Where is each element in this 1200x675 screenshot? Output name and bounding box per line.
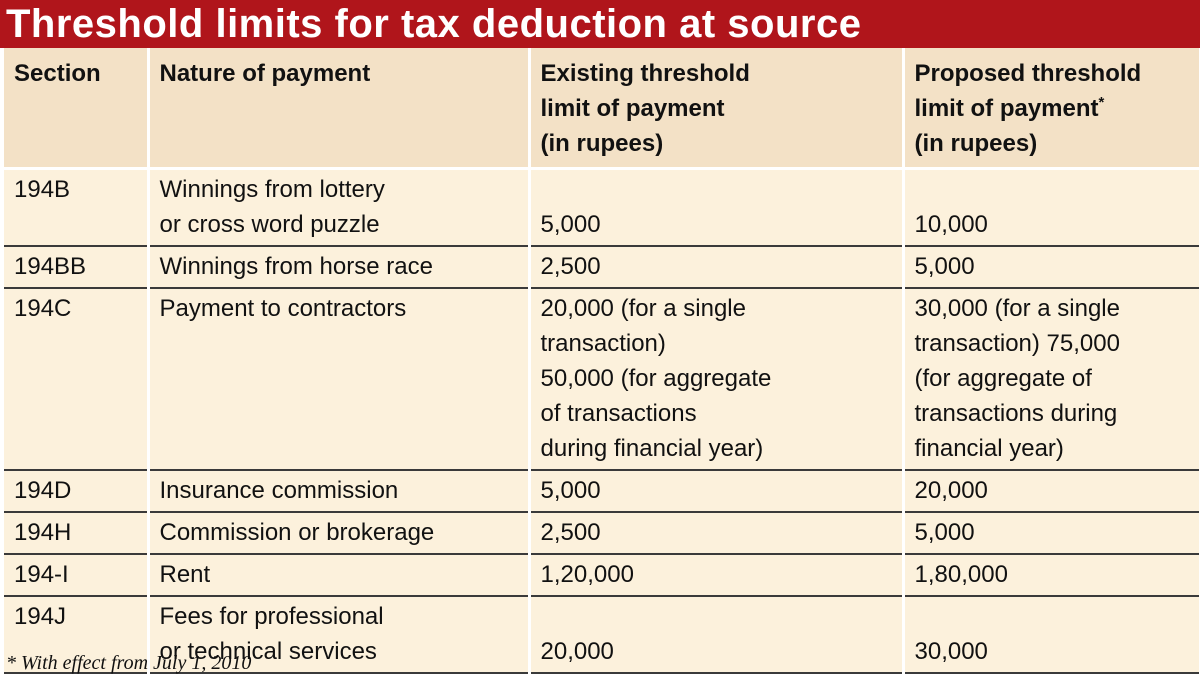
cell-nature: Winnings from lottery or cross word puzz… [148, 168, 531, 247]
table-row: 194C Payment to contractors 20,000 (for … [4, 288, 1200, 471]
cell-proposed: 5,000 [903, 512, 1200, 555]
table-row: 194-I Rent 1,20,000 1,80,000 [4, 554, 1200, 597]
table-row: 194D Insurance commission 5,000 20,000 [4, 470, 1200, 513]
cell-proposed: 5,000 [903, 246, 1200, 289]
header-proposed: Proposed threshold limit of payment* (in… [903, 48, 1200, 170]
cell-section: 194J [4, 596, 150, 674]
cell-proposed: 1,80,000 [903, 554, 1200, 597]
header-proposed-unit: (in rupees) [914, 130, 1038, 157]
cell-nature: Fees for professional or technical servi… [148, 596, 531, 674]
header-nature: Nature of payment [148, 48, 531, 170]
cell-proposed: 30,000 (for a single transaction) 75,000… [903, 288, 1200, 471]
cell-existing: 2,500 [529, 246, 905, 289]
header-section: Section [4, 48, 150, 170]
cell-section: 194H [4, 512, 150, 555]
cell-existing: 1,20,000 [529, 554, 905, 597]
cell-nature: Commission or brokerage [148, 512, 531, 555]
tds-threshold-table: Section Nature of payment Existing thres… [4, 48, 1200, 674]
cell-proposed: 30,000 [903, 596, 1200, 674]
cell-existing: 5,000 [529, 470, 905, 513]
footnote-marker: * [1098, 94, 1105, 111]
cell-nature: Rent [148, 554, 531, 597]
cell-nature: Winnings from horse race [148, 246, 531, 289]
cell-existing: 20,000 [529, 596, 905, 674]
cell-nature: Payment to contractors [148, 288, 531, 471]
cell-nature: Insurance commission [148, 470, 531, 513]
table-header-row: Section Nature of payment Existing thres… [4, 48, 1200, 170]
header-existing: Existing threshold limit of payment (in … [529, 48, 905, 170]
cell-section: 194BB [4, 246, 150, 289]
table-row: 194J Fees for professional or technical … [4, 596, 1200, 674]
cell-existing: 20,000 (for a single transaction) 50,000… [529, 288, 905, 471]
cell-section: 194D [4, 470, 150, 513]
table-row: 194BB Winnings from horse race 2,500 5,0… [4, 246, 1200, 289]
footnote: * With effect from July 1, 2010 [6, 652, 252, 674]
cell-existing: 2,500 [529, 512, 905, 555]
header-proposed-label: Proposed threshold limit of payment [914, 60, 1142, 122]
cell-proposed: 10,000 [903, 168, 1200, 247]
cell-section: 194C [4, 288, 150, 471]
cell-existing: 5,000 [529, 168, 905, 247]
table-row: 194H Commission or brokerage 2,500 5,000 [4, 512, 1200, 555]
cell-section: 194B [4, 168, 150, 247]
page-title: Threshold limits for tax deduction at so… [0, 0, 1200, 48]
table-row: 194B Winnings from lottery or cross word… [4, 168, 1200, 247]
cell-section: 194-I [4, 554, 150, 597]
cell-proposed: 20,000 [903, 470, 1200, 513]
